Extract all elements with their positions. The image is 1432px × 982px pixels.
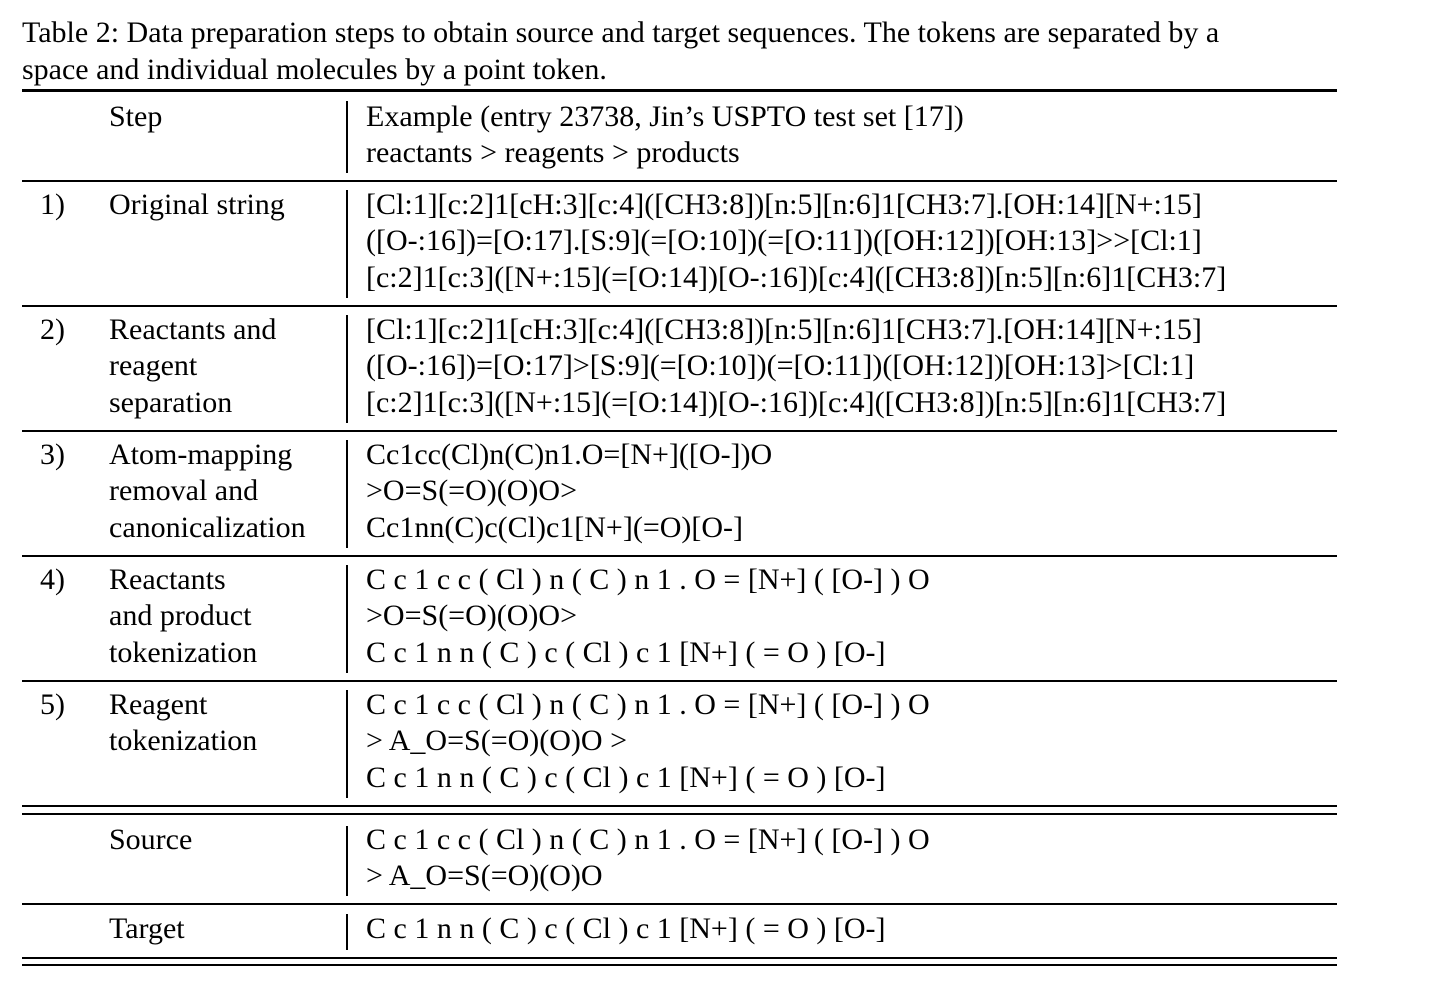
column-divider: [346, 190, 348, 298]
row-5-step-line: Reagent: [109, 688, 208, 721]
row-4-example-line: C c 1 n n ( C ) c ( Cl ) c 1 [N+] ( = O …: [366, 636, 886, 669]
header-example-line-2: reactants > reagents > products: [366, 136, 740, 169]
row-2-example-line: [c:2]1[c:3]([N+:15](=[O:14])[O-:16])[c:4…: [366, 386, 1227, 419]
row-3-example-line: Cc1nn(C)c(Cl)c1[N+](=O)[O-]: [366, 511, 744, 544]
source-label: Source: [109, 823, 193, 856]
row-2-example-line: ([O-:16])=[O:17]>[S:9](=[O:10])(=[O:11])…: [366, 349, 1195, 382]
row-3-step-line: canonicalization: [109, 511, 306, 544]
row-2-step-line: separation: [109, 386, 233, 419]
row-4-step-line: and product: [109, 599, 252, 632]
row-5-number: 5): [40, 688, 65, 721]
double-rule-top: [22, 805, 1337, 807]
row-3-step-line: removal and: [109, 474, 259, 507]
row-5-example-line: C c 1 c c ( Cl ) n ( C ) n 1 . O = [N+] …: [366, 688, 930, 721]
row-separator: [22, 680, 1337, 682]
row-separator: [22, 555, 1337, 557]
row-5-example-line: C c 1 n n ( C ) c ( Cl ) c 1 [N+] ( = O …: [366, 761, 886, 794]
row-3-step-line: Atom-mapping: [109, 438, 293, 471]
caption-line-1: Table 2: Data preparation steps to obtai…: [22, 16, 1220, 49]
row-5-step-line: tokenization: [109, 724, 258, 757]
row-1-step: Original string: [109, 188, 285, 221]
column-divider: [346, 440, 348, 548]
column-divider: [346, 565, 348, 673]
table-top-rule: [22, 89, 1337, 92]
row-4-example-line: C c 1 c c ( Cl ) n ( C ) n 1 . O = [N+] …: [366, 563, 930, 596]
row-1-number: 1): [40, 188, 65, 221]
row-4-number: 4): [40, 563, 65, 596]
row-2-step-line: reagent: [109, 349, 198, 382]
row-4-example-line: >O=S(=O)(O)O>: [366, 599, 577, 632]
row-2-number: 2): [40, 313, 65, 346]
target-example-line: C c 1 n n ( C ) c ( Cl ) c 1 [N+] ( = O …: [366, 912, 886, 945]
row-1-example-line: [Cl:1][c:2]1[cH:3][c:4]([CH3:8])[n:5][n:…: [366, 188, 1202, 221]
caption-line-2: space and individual molecules by a poin…: [22, 53, 607, 86]
row-3-example-line: >O=S(=O)(O)O>: [366, 474, 577, 507]
row-1-example-line: [c:2]1[c:3]([N+:15](=[O:14])[O-:16])[c:4…: [366, 261, 1227, 294]
column-divider: [346, 690, 348, 798]
row-2-step-line: Reactants and: [109, 313, 277, 346]
row-4-step-line: Reactants: [109, 563, 226, 596]
row-2-example-line: [Cl:1][c:2]1[cH:3][c:4]([CH3:8])[n:5][n:…: [366, 313, 1202, 346]
header-step: Step: [109, 100, 163, 133]
row-3-number: 3): [40, 438, 65, 471]
row-separator: [22, 180, 1337, 182]
row-separator: [22, 430, 1337, 432]
column-divider: [346, 101, 348, 173]
row-5-example-line: > A_O=S(=O)(O)O >: [366, 724, 627, 757]
double-rule-bottom: [22, 813, 1337, 815]
column-divider: [346, 315, 348, 423]
row-separator: [22, 305, 1337, 307]
table-bottom-rule: [22, 957, 1337, 959]
row-3-example-line: Cc1cc(Cl)n(C)n1.O=[N+]([O-])O: [366, 438, 773, 471]
source-example-line: > A_O=S(=O)(O)O: [366, 859, 603, 892]
source-example-line: C c 1 c c ( Cl ) n ( C ) n 1 . O = [N+] …: [366, 823, 930, 856]
target-label: Target: [109, 912, 185, 945]
row-4-step-line: tokenization: [109, 636, 258, 669]
table-caption: Table 2: Data preparation steps to obtai…: [22, 14, 1352, 88]
header-example-line-1: Example (entry 23738, Jin’s USPTO test s…: [366, 100, 964, 133]
row-1-example-line: ([O-:16])=[O:17].[S:9](=[O:10])(=[O:11])…: [366, 224, 1202, 257]
row-separator: [22, 903, 1337, 905]
column-divider: [346, 826, 348, 896]
column-divider: [346, 914, 348, 950]
table-bottom-rule: [22, 964, 1337, 966]
